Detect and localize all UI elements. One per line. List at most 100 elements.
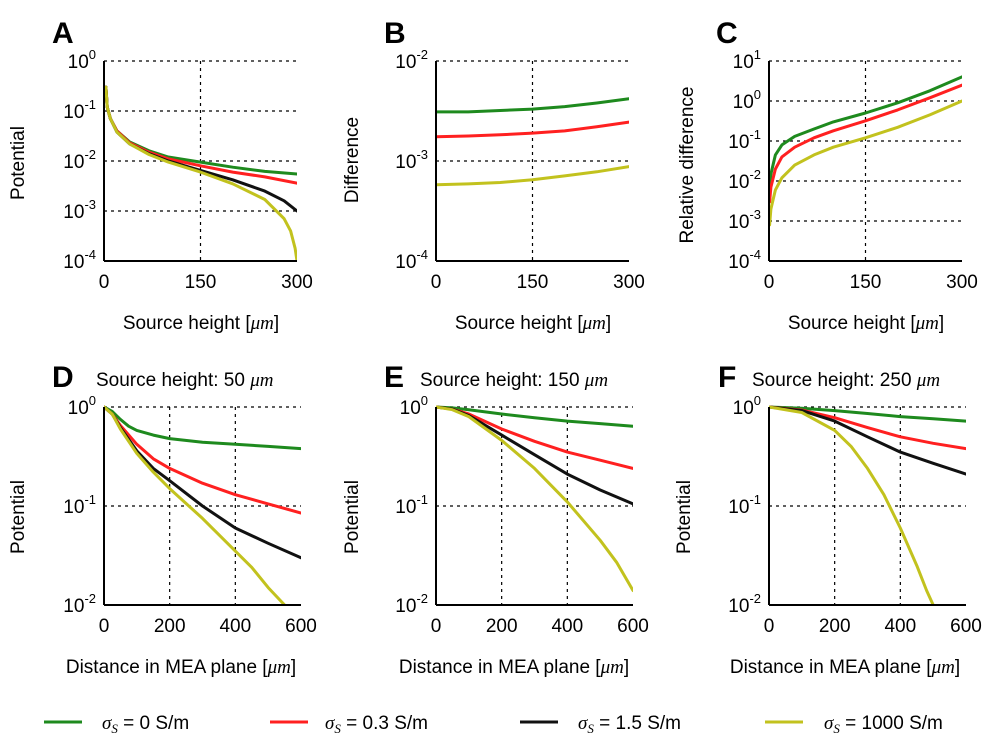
x-axis-label-e: Distance in MEA plane [μm]: [399, 657, 629, 678]
series-line-green: [769, 405, 966, 423]
x-axis-label-c: Source height [μm]: [788, 313, 944, 334]
y-tick-label: 100: [68, 47, 96, 73]
y-tick-label: 10-4: [728, 247, 761, 273]
panel-title-e: Source height: 150 μm: [420, 370, 608, 391]
series-line-black: [104, 85, 297, 213]
x-tick-label: 300: [281, 272, 313, 293]
panel-letter-a: A: [52, 17, 74, 50]
plot-area-a: 0 150 300 10-4 10-3 10-2 10-1 100: [63, 47, 313, 293]
panel-a: A Potential Source height [μm] 0 150 300 10…: [8, 17, 313, 334]
y-tick-label: 100: [733, 393, 761, 419]
y-tick-label: 100: [733, 87, 761, 113]
y-tick-label: 10-2: [63, 591, 96, 617]
y-axis-label-c: Relative difference: [677, 86, 698, 243]
series-line-red: [104, 85, 297, 185]
series-line-yellow: [104, 405, 287, 605]
series-line-black: [769, 405, 966, 476]
x-tick-label: 300: [613, 272, 645, 293]
x-tick-label: 0: [764, 272, 775, 293]
y-tick-label: 10-4: [63, 247, 96, 273]
panel-c: C Relative difference Source height [μm]…: [677, 17, 978, 334]
y-tick-label: 10-2: [728, 591, 761, 617]
series-line-yellow: [436, 165, 629, 187]
y-tick-label: 10-3: [63, 197, 96, 223]
y-tick-label: 10-1: [63, 97, 96, 123]
x-tick-label: 0: [431, 272, 442, 293]
panel-letter-d: D: [52, 361, 74, 394]
x-tick-label: 150: [517, 272, 549, 293]
y-tick-label: 10-2: [63, 147, 96, 173]
series-line-red: [104, 405, 301, 515]
x-tick-label: 600: [950, 616, 982, 637]
legend-label: σS = 0.3 S/m: [325, 713, 428, 736]
plot-area-f: 0 200 400 600 10-2 10-1 100: [728, 393, 982, 637]
x-tick-label: 0: [764, 616, 775, 637]
y-tick-label: 10-1: [63, 492, 96, 518]
y-axis-label-f: Potential: [674, 480, 695, 554]
panel-title-d: Source height: 50 μm: [96, 370, 273, 391]
series-line-black: [436, 405, 633, 506]
x-tick-label: 0: [99, 616, 110, 637]
x-axis-label-b: Source height [μm]: [455, 313, 611, 334]
legend-label: σS = 1000 S/m: [824, 713, 943, 736]
panel-letter-f: F: [718, 361, 736, 394]
legend-entry: σS = 1.5 S/m: [520, 713, 681, 736]
y-axis-label-b: Difference: [342, 117, 363, 203]
x-tick-label: 400: [219, 616, 251, 637]
x-tick-label: 600: [285, 616, 317, 637]
x-tick-label: 150: [850, 272, 882, 293]
x-tick-label: 300: [946, 272, 978, 293]
series-line-green: [436, 405, 633, 428]
legend-label: σS = 1.5 S/m: [578, 713, 681, 736]
x-axis-label-a: Source height [μm]: [123, 313, 279, 334]
panel-b: B Difference Source height [μm] 0 150 300 1…: [342, 17, 645, 334]
legend-entry: σS = 1000 S/m: [765, 713, 943, 736]
panel-d: D Source height: 50 μm Potential Distanc…: [8, 361, 317, 678]
y-tick-label: 100: [68, 393, 96, 419]
series-line-green: [769, 75, 962, 192]
x-tick-label: 200: [486, 616, 518, 637]
y-tick-label: 100: [400, 393, 428, 419]
y-tick-label: 10-3: [395, 147, 428, 173]
legend-entry: σS = 0 S/m: [44, 713, 189, 736]
y-axis-label-a: Potential: [8, 126, 29, 200]
series-line-yellow: [104, 85, 297, 261]
series-line-yellow: [769, 99, 962, 227]
x-tick-label: 0: [431, 616, 442, 637]
panel-title-f: Source height: 250 μm: [752, 370, 940, 391]
series-line-yellow: [436, 405, 633, 592]
panel-letter-e: E: [384, 361, 404, 394]
y-tick-label: 10-4: [395, 247, 428, 273]
x-axis-label-f: Distance in MEA plane [μm]: [730, 657, 960, 678]
plot-area-e: 0 200 400 600 10-2 10-1 100: [395, 393, 649, 637]
plot-area-d: 0 200 400 600 10-2 10-1 100: [63, 393, 317, 637]
x-tick-label: 600: [617, 616, 649, 637]
legend-label: σS = 0 S/m: [102, 713, 189, 736]
y-tick-label: 10-2: [395, 591, 428, 617]
legend-entry: σS = 0.3 S/m: [270, 713, 428, 736]
x-tick-label: 400: [551, 616, 583, 637]
y-axis-label-d: Potential: [8, 480, 29, 554]
x-tick-label: 400: [884, 616, 916, 637]
x-tick-label: 200: [154, 616, 186, 637]
y-tick-label: 101: [733, 47, 761, 73]
y-axis-label-e: Potential: [342, 480, 363, 554]
x-tick-label: 0: [99, 272, 110, 293]
series-line-red: [769, 83, 962, 204]
x-axis-label-d: Distance in MEA plane [μm]: [66, 657, 296, 678]
plot-area-b: 0 150 300 10-4 10-3 10-2: [395, 47, 645, 293]
series-line-green: [436, 97, 629, 114]
y-tick-label: 10-3: [728, 207, 761, 233]
legend: σS = 0 S/m σS = 0.3 S/m σS = 1.5 S/m σS …: [44, 713, 943, 736]
series-line-red: [436, 120, 629, 139]
y-tick-label: 10-1: [395, 492, 428, 518]
panel-e: E Source height: 150 μm Potential Distan…: [342, 361, 649, 678]
panel-letter-c: C: [716, 17, 738, 50]
y-tick-label: 10-2: [728, 167, 761, 193]
panel-f: F Source height: 250 μm Potential Distan…: [674, 361, 982, 678]
y-tick-label: 10-1: [728, 492, 761, 518]
series-line-green: [104, 405, 301, 451]
x-tick-label: 200: [819, 616, 851, 637]
plot-area-c: 0 150 300 10-4 10-3 10-2 10-1 100 101: [728, 47, 978, 293]
